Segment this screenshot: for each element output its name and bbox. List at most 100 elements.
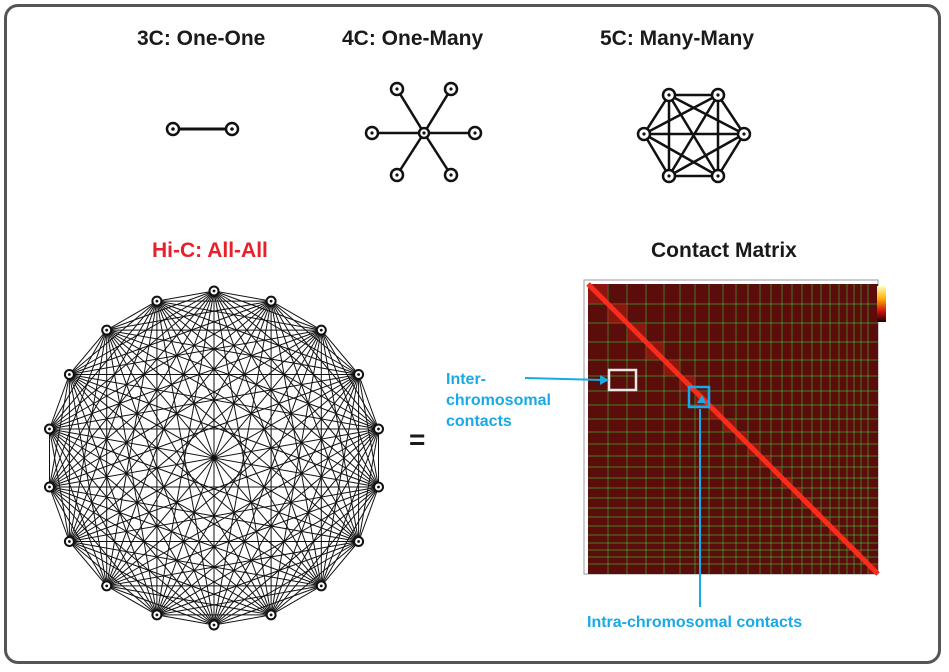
hic-edge [49,290,215,488]
hic-edge [106,428,379,587]
hic-edge [156,300,322,587]
hic-edge [49,374,359,430]
hic-edge [69,300,272,542]
hic-edge [270,585,322,616]
hic-edge [156,300,379,488]
hic-edge [106,300,272,331]
hic-edge [156,486,379,616]
hic-edge [69,541,158,616]
hic-edge [49,486,359,542]
contact-matrix-title: Contact Matrix [651,239,797,262]
intra-chromosomal-box [687,385,711,409]
hic-edge [49,486,322,587]
hic-edge [358,374,379,430]
hic-edge [156,300,322,331]
five-c-edge [668,132,745,178]
hic-edge [69,374,379,488]
hic-edge [68,374,215,626]
hic-edge [213,290,322,587]
hic-edge [270,374,360,616]
hic-edge [270,300,379,430]
hic-edge [49,329,108,430]
matrix-grid [588,284,878,574]
four-c-title: 4C: One-Many [342,27,484,50]
hic-edge [320,541,359,587]
hic-edge [106,301,158,586]
hic-edge [156,374,359,616]
five-c-graph [636,87,752,184]
hic-edge [49,428,158,616]
hic-edge [213,541,359,626]
hic-edge [49,374,70,488]
hic-edge [49,486,215,626]
equals-sign: = [409,424,426,455]
hic-edge [213,290,272,302]
hic-edge [69,486,379,542]
hic-edge [49,300,158,488]
hic-edge [49,486,158,616]
five-c-edge [643,132,719,178]
hic-edge [156,300,359,542]
hic-edge [270,300,360,542]
hic-title: Hi-C: All-All [152,239,268,262]
hic-edge [49,300,272,430]
hic-edge [49,329,108,488]
hic-edge [49,428,322,587]
hic-edge [320,329,359,375]
hic-edge [49,428,215,626]
hic-edge [106,300,158,331]
hic-edge [69,374,322,587]
hic-edge [156,614,215,626]
hic-edge [49,486,108,587]
hic-edge [69,541,108,587]
matrix-diagonal [586,282,880,576]
intra-arrow-head [697,395,706,403]
hic-edge [49,428,272,616]
hic-edge [156,300,379,430]
hic-edge [69,541,215,626]
inter-label-line2: chromosomal [446,392,551,409]
hic-edge [69,329,108,375]
five-c-edge [716,133,746,177]
hic-edge [69,329,322,375]
hic-edge [49,428,70,542]
hic-edge [320,329,379,488]
hic-edge [156,300,272,616]
hic-edge [69,300,158,375]
matrix-diagonal-line [586,282,880,576]
hic-edge [106,329,359,542]
five-c-edge [642,94,671,135]
hic-edge [358,486,379,542]
inter-arrow [524,377,604,381]
hic-edge [69,541,322,587]
hic-edge [68,374,158,616]
hic-graph [44,285,384,631]
hic-edge [156,290,215,302]
inter-label-line1: Inter- [446,371,486,388]
inter-label-line3: contacts [446,413,512,430]
hic-edge [69,374,379,430]
hic-edge [270,486,379,616]
hic-edge [106,330,158,615]
hic-edge [213,614,272,626]
hic-edge [49,486,272,616]
intra-chromosomal-label: Intra-chromosomal contacts [587,614,803,631]
inter-chromosomal-label: Inter- chromosomal contacts [446,369,551,432]
hic-edge [49,486,70,542]
hic-edge [213,290,379,488]
hic-edge [49,428,108,587]
hic-edge [69,374,272,616]
hic-edge [49,300,158,430]
hic-edge [68,330,108,542]
five-c-edge [642,133,671,177]
hic-edge [49,428,359,542]
hic-edge [106,329,379,430]
hic-edge [68,374,108,586]
hic-edge [49,329,322,488]
hic-edge [156,301,215,626]
hic-edge [106,290,215,587]
contact-matrix [524,279,886,607]
hic-edge [156,585,322,616]
five-c-edge [643,93,719,136]
